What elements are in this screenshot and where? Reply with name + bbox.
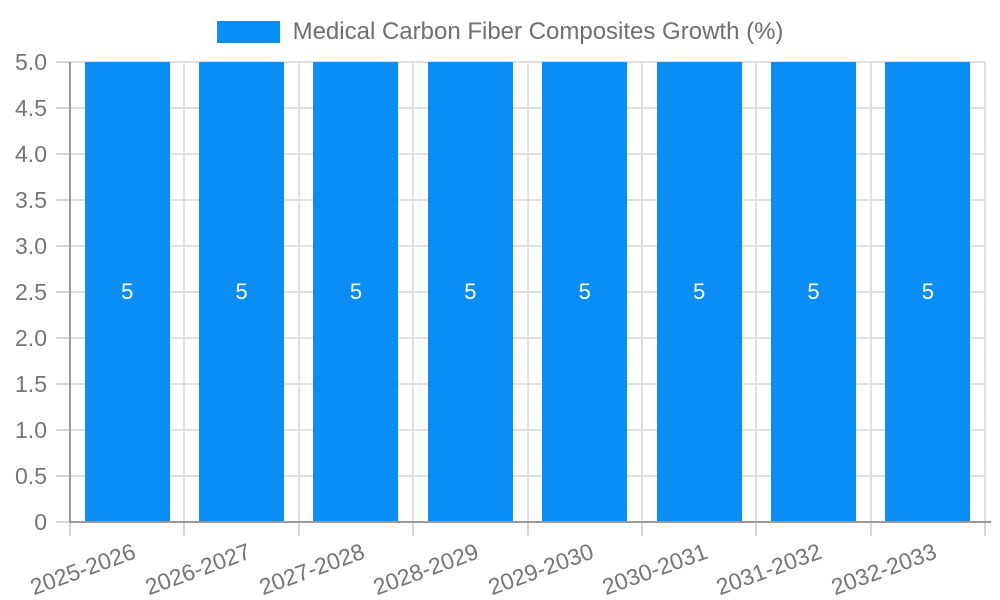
bar-value-label: 5	[235, 279, 248, 304]
gridline-v	[869, 62, 872, 522]
x-tick	[755, 522, 758, 536]
x-tick	[640, 522, 643, 536]
y-tick	[56, 475, 70, 477]
y-tick-label: 2.0	[15, 325, 47, 351]
legend-label: Medical Carbon Fiber Composites Growth (…	[292, 18, 784, 45]
y-axis-line	[69, 62, 71, 523]
bar: 5	[656, 62, 742, 522]
y-tick-label: 3.0	[15, 233, 47, 259]
bar: 5	[199, 62, 285, 522]
gridline-v	[640, 62, 643, 522]
bar: 5	[885, 62, 971, 522]
y-tick-label: 4.0	[15, 141, 47, 167]
bar-value-label: 5	[578, 279, 591, 304]
y-tick	[56, 337, 70, 339]
y-tick-label: 1.0	[15, 417, 47, 443]
legend-swatch	[216, 21, 280, 43]
x-tick	[412, 522, 415, 536]
x-axis-line	[69, 521, 991, 523]
y-tick-label: 3.5	[15, 187, 47, 213]
bar-value-label: 5	[692, 279, 706, 304]
x-tick	[297, 522, 300, 536]
y-tick	[56, 521, 70, 523]
bar: 5	[427, 62, 513, 522]
gridline-v	[183, 62, 186, 522]
y-tick	[56, 245, 70, 247]
y-tick	[56, 107, 70, 109]
y-tick	[56, 291, 70, 293]
bar: 5	[542, 62, 628, 522]
bar-value-label: 5	[921, 279, 934, 304]
x-tick	[69, 522, 71, 536]
gridline-v	[297, 62, 300, 522]
y-tick	[56, 429, 70, 431]
gridline-v	[412, 62, 415, 522]
y-tick	[56, 61, 70, 63]
bar-value-label: 5	[464, 279, 477, 304]
y-tick-label: 2.5	[15, 279, 47, 305]
x-tick	[984, 522, 986, 536]
bar: 5	[84, 62, 170, 522]
bar-value-label: 5	[121, 279, 134, 304]
plot-area: 5.0 4.5 4.0 3.5 3.0 2.5 2.0 1.5 1.0 0.5 0 5 2025-202…	[15, 49, 991, 600]
y-tick-label: 0.5	[15, 463, 47, 489]
x-tick	[526, 522, 529, 536]
bar: 5	[313, 62, 399, 522]
y-tick	[56, 153, 70, 155]
gridline-v	[984, 62, 986, 522]
y-tick	[56, 383, 70, 385]
legend: Medical Carbon Fiber Composites Growth (…	[0, 18, 1000, 45]
bar-value-label: 5	[349, 279, 363, 304]
y-tick-label: 5.0	[15, 49, 47, 75]
gridline-v	[526, 62, 529, 522]
bar-value-label: 5	[807, 279, 820, 304]
y-tick-label: 0	[34, 509, 47, 535]
gridline-v	[755, 62, 758, 522]
y-tick	[56, 199, 70, 201]
y-tick-label: 1.5	[15, 371, 47, 397]
x-tick	[183, 522, 186, 536]
bar: 5	[770, 62, 856, 522]
x-tick	[869, 522, 872, 536]
y-tick-label: 4.5	[15, 95, 47, 121]
